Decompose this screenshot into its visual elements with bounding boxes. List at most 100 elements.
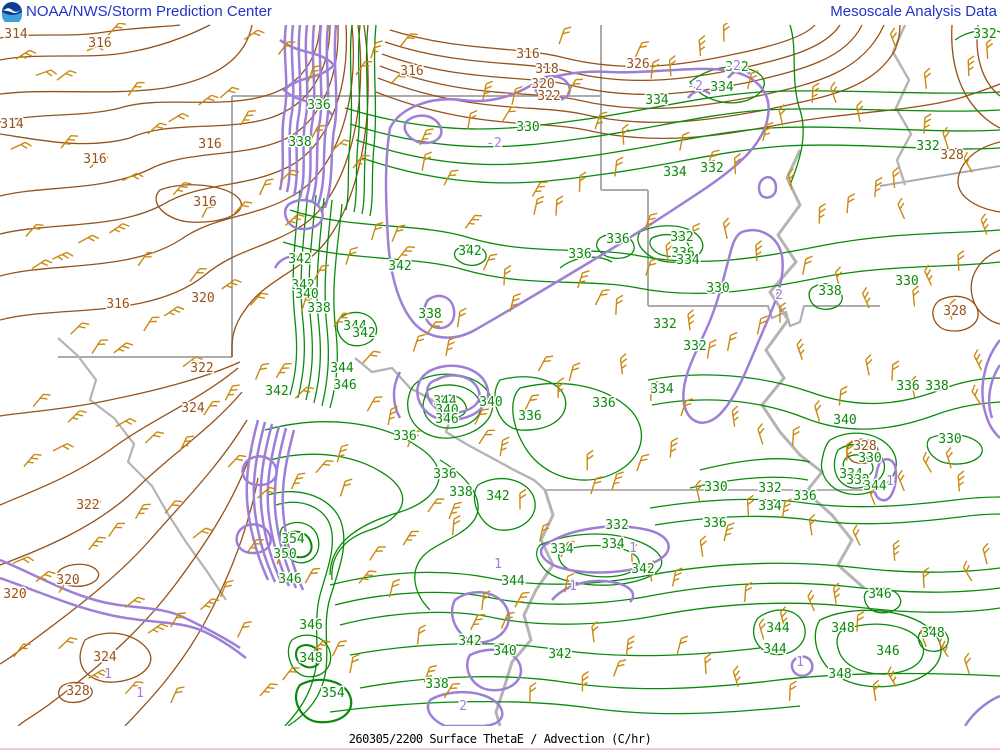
contour-label: 316	[83, 152, 106, 167]
wind-barb	[891, 360, 900, 381]
noaa-logo[interactable]	[2, 2, 22, 22]
wind-barb	[746, 494, 755, 516]
wind-barb	[621, 123, 630, 145]
wind-barb	[35, 570, 56, 582]
wind-barb	[421, 151, 433, 171]
wind-barb	[203, 400, 220, 416]
contour-label: 320	[56, 573, 79, 588]
wind-barb	[630, 544, 638, 566]
wind-barb	[445, 336, 456, 356]
wind-barb	[172, 182, 192, 196]
wind-barb	[511, 85, 523, 105]
contour-label: 334	[601, 537, 625, 552]
wind-barb	[249, 292, 269, 306]
wind-barb	[874, 176, 883, 198]
wind-barb	[910, 375, 918, 398]
wind-barb	[747, 70, 759, 89]
wind-barb	[957, 470, 965, 492]
contour-label: 336	[307, 98, 330, 113]
wind-barb	[852, 524, 861, 546]
wind-barb	[416, 624, 427, 645]
wind-barb	[89, 155, 109, 169]
contour-label: 348	[299, 651, 322, 666]
wind-barb	[369, 546, 386, 561]
rivers	[57, 24, 913, 727]
wind-barb	[58, 637, 78, 650]
wind-barb	[219, 579, 234, 598]
wind-barb	[615, 294, 624, 315]
wind-barb	[371, 221, 384, 241]
wind-barb	[370, 40, 383, 59]
contour-label: 332	[670, 230, 693, 245]
wind-barb	[808, 513, 816, 536]
header-right-label[interactable]: Mesoscale Analysis Data	[830, 3, 997, 20]
wind-barb	[467, 109, 478, 130]
wind-barb	[331, 640, 347, 657]
wind-barb	[796, 338, 805, 361]
wind-barb	[762, 121, 774, 141]
wind-barb	[612, 659, 627, 677]
wind-barb	[971, 384, 982, 406]
wind-barb	[237, 621, 252, 638]
contour-label: 316	[106, 297, 129, 312]
contour-label: 346	[299, 618, 322, 633]
contour-label: 354	[281, 532, 305, 547]
wind-barb	[945, 446, 953, 469]
wind-barb	[732, 665, 741, 688]
wind-barb	[109, 223, 130, 234]
wind-barb	[113, 342, 134, 354]
wind-barb	[566, 78, 583, 94]
contour-label: 316	[88, 36, 111, 51]
contour-label: 334	[676, 253, 700, 268]
wind-barb	[755, 240, 763, 262]
contour-label: 338	[418, 307, 441, 322]
wind-barb	[443, 169, 459, 186]
wind-barb	[503, 264, 512, 286]
wind-barb	[985, 37, 994, 59]
wind-barb	[889, 27, 898, 49]
wind-barb	[892, 166, 900, 188]
wind-barb	[645, 257, 659, 276]
wind-barb	[636, 453, 650, 472]
wind-barb	[23, 453, 42, 467]
wind-barb	[832, 582, 841, 604]
contour-label: 330	[706, 281, 729, 296]
contour-label: 336	[433, 467, 456, 482]
wind-barb	[407, 429, 421, 448]
wind-barb	[594, 289, 610, 306]
wind-barb	[227, 454, 247, 468]
theta-e-contours-moist	[264, 24, 1000, 727]
wind-barb	[275, 362, 292, 379]
wind-barb	[872, 679, 880, 701]
advection-labels: -2 -2 -2 2 1 1 1 1 1 2 1 1	[103, 58, 896, 716]
wind-barb	[311, 640, 331, 654]
contour-label: 1	[886, 474, 894, 489]
wind-barb	[124, 596, 145, 609]
header-title[interactable]: NOAA/NWS/Storm Prediction Center	[26, 3, 272, 20]
wind-barb	[443, 683, 460, 699]
wind-barb	[122, 172, 144, 182]
wind-barb	[336, 443, 349, 463]
wind-barb	[358, 570, 377, 584]
wind-barb	[88, 669, 110, 679]
wind-barb	[577, 270, 590, 289]
wind-barb	[277, 41, 296, 56]
contour-label: 342	[486, 489, 509, 504]
wind-barb	[474, 408, 490, 425]
wind-barb	[362, 350, 381, 364]
contour-label: 344	[343, 319, 367, 334]
wind-barb	[233, 201, 253, 215]
contour-label: 344	[763, 642, 787, 657]
wind-barb	[315, 459, 334, 474]
wind-barb	[531, 181, 548, 197]
wind-barb	[52, 442, 74, 452]
contour-label: 344	[766, 621, 790, 636]
wind-barb	[35, 69, 58, 77]
contour-label: 1	[136, 686, 144, 701]
contour-label: 2	[459, 699, 467, 714]
contour-label: 342	[631, 562, 654, 577]
wind-barb	[733, 153, 742, 175]
contour-label: 342	[548, 647, 571, 662]
wind-barb	[524, 394, 540, 411]
